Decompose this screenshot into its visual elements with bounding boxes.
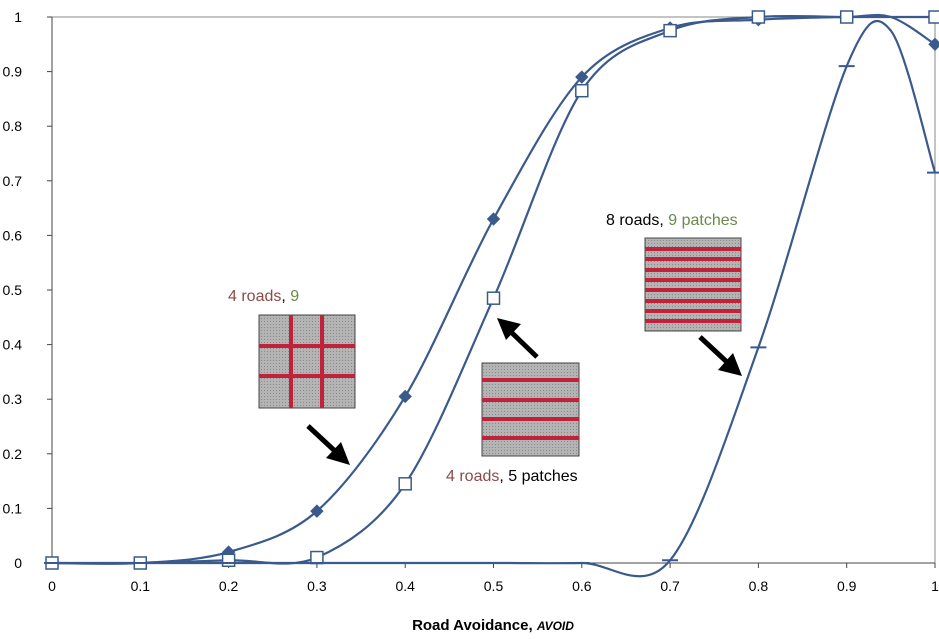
annotation-8-roads-9-patches: 8 roads, 9 patches xyxy=(606,212,738,229)
arrow-to-square-curve xyxy=(497,318,539,359)
x-tick-label: 0.9 xyxy=(837,578,857,594)
data-point-diamond xyxy=(398,389,412,404)
inset-landscape xyxy=(481,362,580,457)
data-point-square xyxy=(398,477,412,491)
x-tick-label: 0 xyxy=(48,578,56,594)
y-tick-label: 0.7 xyxy=(3,173,23,189)
arrowhead-icon xyxy=(718,353,742,376)
annotation-part: 8 roads xyxy=(606,212,659,229)
data-point-diamond xyxy=(575,70,589,84)
inset-grid-4-roads-9 xyxy=(258,314,356,409)
x-axis-label: Road Avoidance, AVOID xyxy=(412,617,574,634)
data-point-square xyxy=(310,550,324,565)
y-tick-label: 0.1 xyxy=(3,500,23,516)
inset-grid-8-roads-9-patches xyxy=(644,237,742,332)
annotation-4-roads-5-patches: 4 roads, 5 patches xyxy=(446,468,578,485)
x-tick-label: 0.8 xyxy=(749,578,769,594)
x-tick-label: 0.3 xyxy=(307,578,327,594)
x-axis-label-main: Road Avoidance, xyxy=(412,617,537,634)
series-markers xyxy=(44,10,939,570)
x-tick-label: 0.2 xyxy=(219,578,239,594)
x-tick-label: 0.1 xyxy=(131,578,151,594)
x-tick-label: 1 xyxy=(931,578,939,594)
y-tick-label: 0.6 xyxy=(3,227,23,243)
data-point-diamond xyxy=(928,37,939,52)
y-tick-label: 0.5 xyxy=(3,282,23,298)
y-tick-label: 0 xyxy=(14,555,22,571)
y-axis-ticks: 0 0.1 0.2 0.3 0.4 0.5 0.6 0.7 0.8 0.9 1 xyxy=(3,9,52,571)
data-point-square xyxy=(575,83,589,98)
x-axis-label-variable: AVOID xyxy=(536,619,574,633)
arrow-to-diamond-curve xyxy=(306,424,350,465)
inset-landscape xyxy=(258,314,356,409)
y-tick-label: 0.8 xyxy=(3,118,23,134)
data-point-square xyxy=(839,10,854,24)
arrow-shaft xyxy=(306,424,338,454)
arrowhead-icon xyxy=(497,318,521,340)
y-tick-label: 0.9 xyxy=(3,64,23,80)
x-axis-ticks: 0 0.1 0.2 0.3 0.4 0.5 0.6 0.7 0.8 0.9 1 xyxy=(48,563,939,594)
data-point-square xyxy=(928,10,939,24)
data-point-diamond xyxy=(310,504,324,518)
y-tick-label: 0.4 xyxy=(3,337,23,353)
data-point-square xyxy=(221,553,236,568)
y-tick-label: 0.2 xyxy=(3,446,23,462)
annotation-part: 4 roads xyxy=(446,468,499,485)
arrow-shaft xyxy=(508,329,539,359)
annotation-part: 4 roads xyxy=(228,288,281,305)
arrow-to-dash-curve xyxy=(698,335,742,376)
x-tick-label: 0.4 xyxy=(395,578,415,594)
annotation-part: , xyxy=(659,212,668,229)
data-point-square xyxy=(486,291,501,305)
x-tick-label: 0.7 xyxy=(660,578,680,594)
x-tick-label: 0.6 xyxy=(572,578,592,594)
data-point-square xyxy=(751,10,766,24)
annotation-part: , 5 patches xyxy=(499,468,577,485)
inset-grid-4-roads-5-patches xyxy=(481,362,580,457)
data-point-diamond xyxy=(486,212,501,226)
annotation-part: 9 patches xyxy=(668,212,737,229)
annotation-part: , xyxy=(281,288,290,305)
annotation-4-roads-9: 4 roads, 9 xyxy=(228,288,299,305)
y-tick-label: 1 xyxy=(14,9,22,25)
data-point-square xyxy=(663,23,677,38)
arrow-shaft xyxy=(698,335,730,365)
x-tick-label: 0.5 xyxy=(484,578,504,594)
annotation-part: 9 xyxy=(290,288,299,305)
y-tick-label: 0.3 xyxy=(3,391,23,407)
arrowhead-icon xyxy=(326,442,350,465)
inset-landscape xyxy=(644,237,742,332)
